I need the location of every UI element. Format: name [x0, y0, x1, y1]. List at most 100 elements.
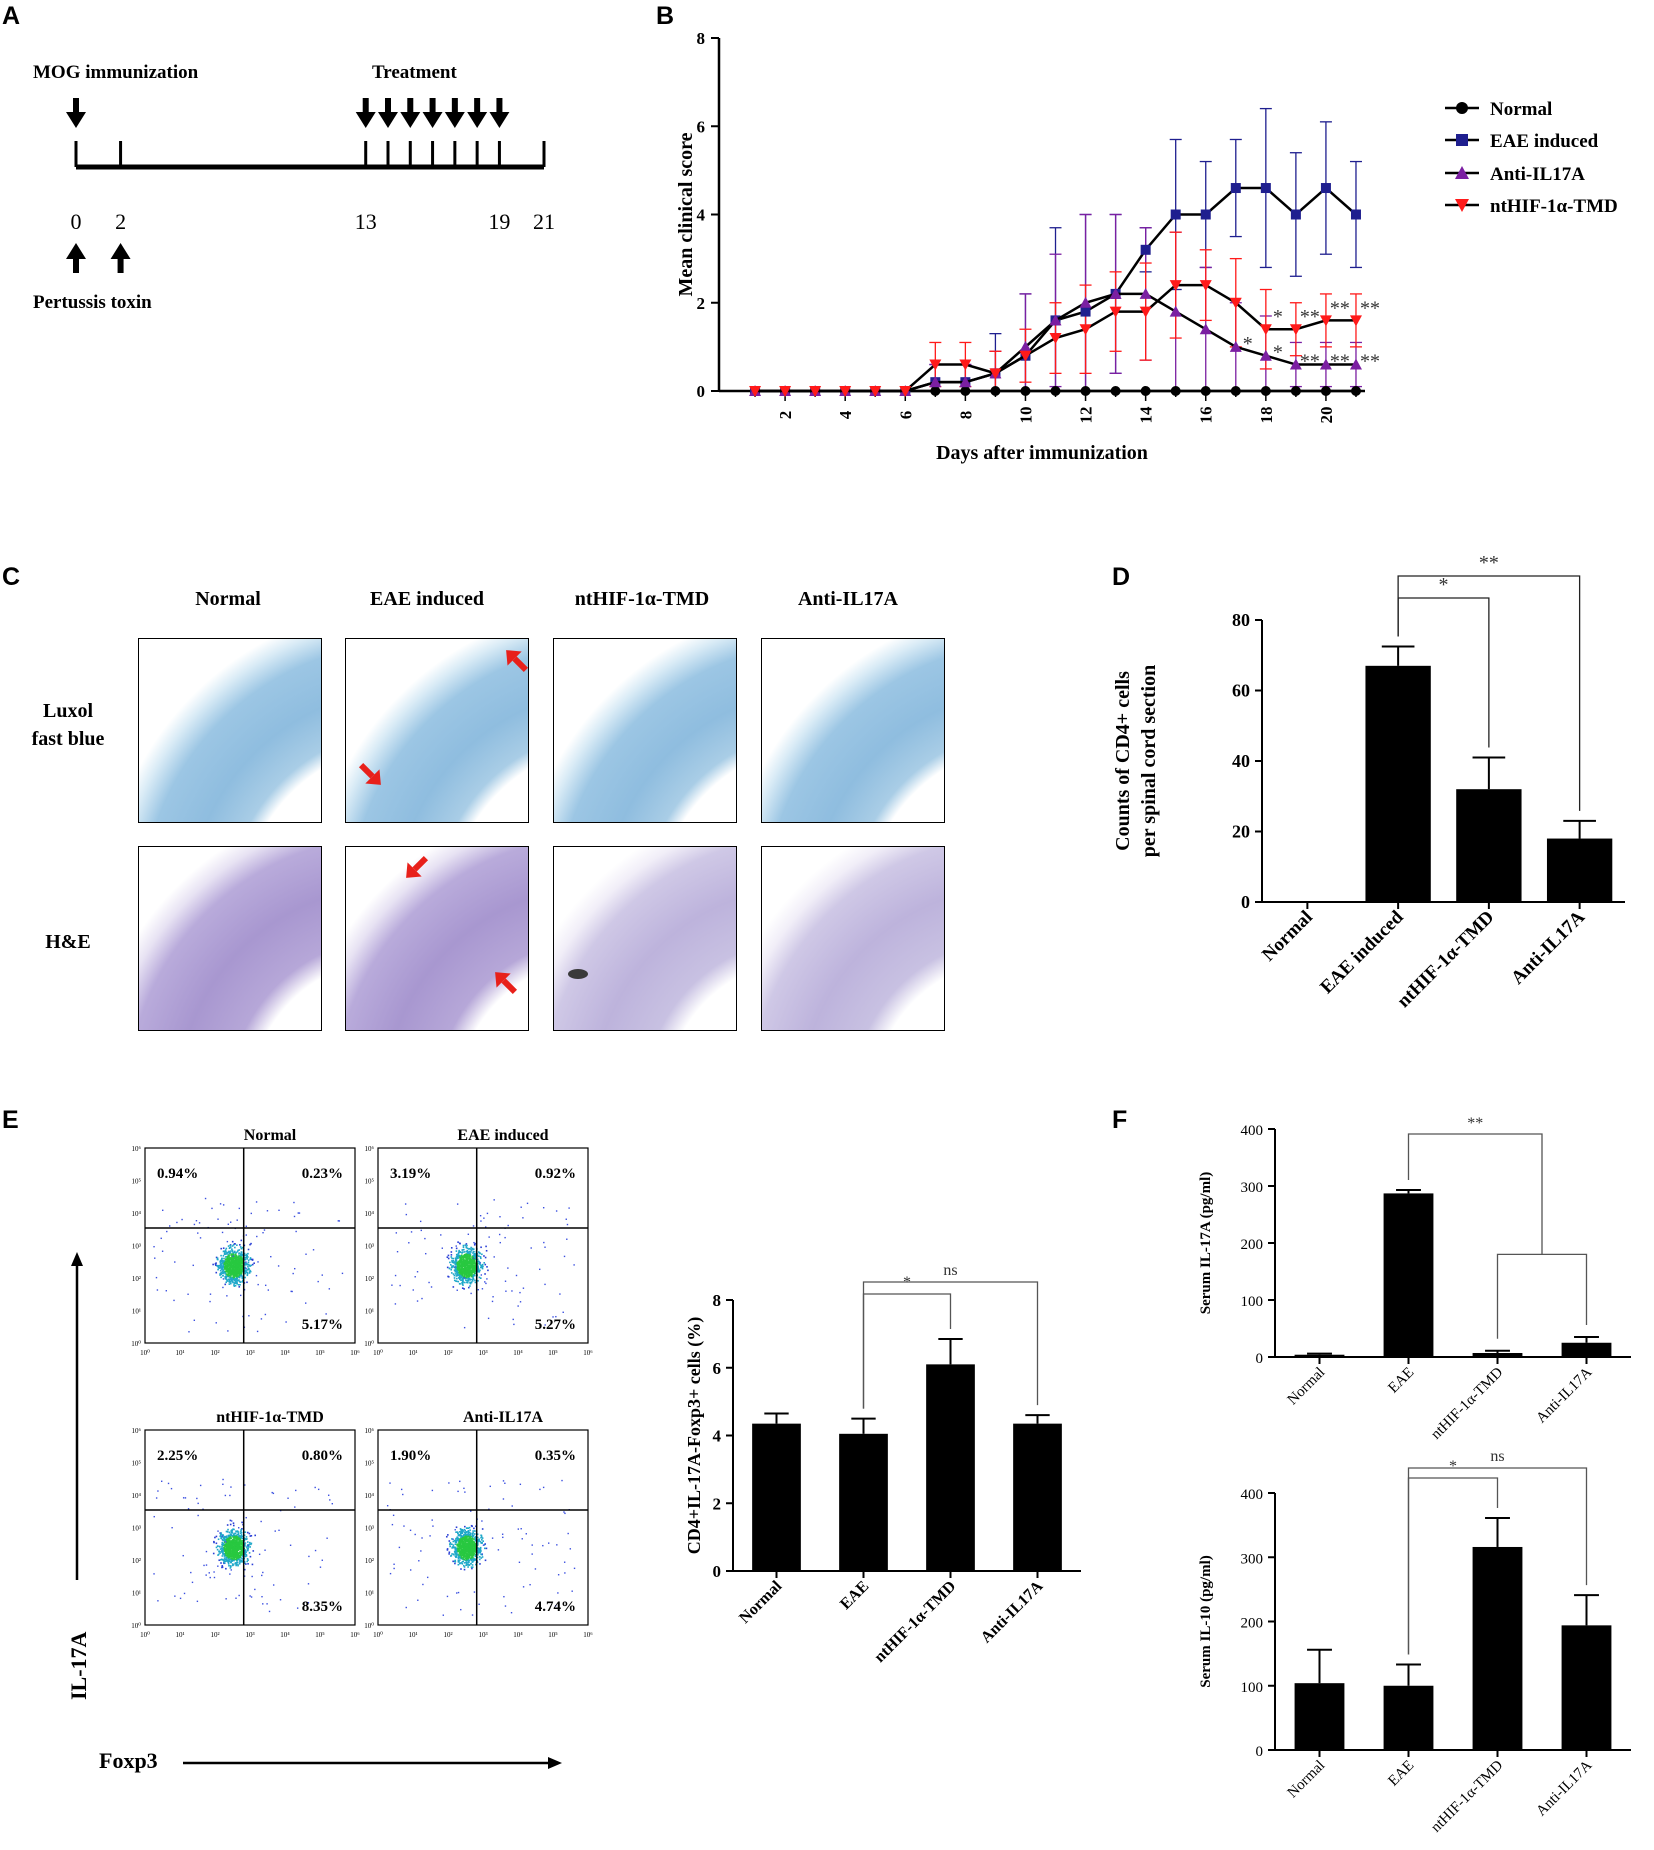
flow-event: [457, 1550, 459, 1553]
flow-event: [239, 1551, 241, 1553]
flow-event: [250, 1543, 252, 1546]
flow-event: [468, 1258, 471, 1260]
flow-event: [244, 1549, 246, 1551]
flow-event: [477, 1280, 479, 1282]
flow-event: [231, 1270, 233, 1273]
histo-he-normal: [138, 846, 322, 1031]
flow-event: [457, 1265, 460, 1268]
flow-event: [264, 1549, 266, 1551]
flow-event: [245, 1536, 248, 1538]
y-tick-label: 100: [1241, 1680, 1264, 1696]
data-point: [1050, 386, 1061, 396]
flow-event: [468, 1247, 471, 1250]
flow-event: [479, 1252, 481, 1255]
flow-event: [463, 1535, 465, 1538]
flow-event: [228, 1264, 230, 1267]
flow-event: [240, 1260, 243, 1262]
flow-event: [225, 1567, 227, 1570]
category-label: EAE: [837, 1578, 872, 1613]
flow-event: [555, 1210, 558, 1212]
flow-event: [474, 1542, 477, 1545]
flow-event: [455, 1537, 457, 1540]
flow-event: [233, 1259, 236, 1262]
flow-event: [220, 1551, 222, 1553]
data-point: [1350, 386, 1361, 396]
flow-event: [466, 1247, 469, 1250]
flow-event: [492, 1296, 494, 1298]
flow-event: [450, 1554, 453, 1557]
flow-event: [239, 1268, 242, 1270]
flow-event: [225, 1262, 227, 1264]
flow-event: [481, 1556, 484, 1558]
data-point: [1289, 324, 1302, 336]
flow-event: [162, 1209, 164, 1212]
flow-event: [225, 1275, 228, 1278]
flow-event: [245, 1256, 248, 1259]
flow-event: [222, 1543, 225, 1546]
flow-event: [232, 1275, 235, 1277]
flow-event: [565, 1218, 567, 1220]
flow-event: [231, 1545, 234, 1547]
flow-event: [229, 1540, 232, 1543]
flow-event: [457, 1538, 459, 1541]
bar: [1365, 665, 1431, 902]
flow-event: [481, 1288, 484, 1290]
flow-event: [457, 1280, 460, 1283]
flow-event: [484, 1281, 486, 1283]
flow-event: [507, 1224, 509, 1227]
flow-event: [223, 1554, 226, 1556]
data-point: [1319, 315, 1332, 327]
flow-event: [238, 1267, 241, 1270]
flow-event: [174, 1261, 176, 1263]
flow-x-tick: 10⁵: [548, 1631, 558, 1639]
flow-event: [292, 1272, 294, 1275]
flow-event: [217, 1530, 219, 1532]
flow-event: [463, 1553, 466, 1556]
flow-event: [453, 1279, 456, 1282]
flow-event: [464, 1263, 466, 1266]
flow-event: [272, 1492, 275, 1495]
flow-event: [224, 1558, 226, 1561]
flow-event: [223, 1260, 226, 1262]
flow-event: [230, 1550, 233, 1552]
data-point: [1259, 349, 1272, 361]
flow-event: [220, 1276, 222, 1279]
flow-y-tick: 10⁵: [132, 1460, 142, 1468]
flow-event: [221, 1565, 224, 1567]
data-point: [1320, 386, 1331, 396]
flow-event: [228, 1251, 230, 1253]
data-point: [989, 368, 1002, 380]
flow-event: [251, 1263, 254, 1266]
flow-event: [220, 1260, 223, 1263]
data-point: [990, 386, 1001, 396]
flow-event: [482, 1265, 484, 1268]
y-axis-label: Serum IL-17A (pg/ml): [1198, 1172, 1214, 1315]
flow-event: [231, 1253, 234, 1256]
flow-event: [216, 1548, 219, 1551]
flow-event: [169, 1225, 171, 1227]
flow-event: [236, 1560, 238, 1562]
flow-event: [471, 1556, 474, 1558]
flow-event: [464, 1559, 467, 1562]
flow-event: [466, 1270, 469, 1273]
flow-event: [236, 1536, 239, 1539]
flow-event: [219, 1263, 222, 1266]
flow-event: [456, 1547, 459, 1549]
flow-event: [245, 1270, 247, 1272]
flow-event: [470, 1265, 472, 1268]
flow-event: [231, 1550, 233, 1553]
flow-event: [238, 1272, 241, 1274]
y-tick-label: 4: [697, 206, 706, 225]
flow-event: [463, 1273, 465, 1275]
flow-event: [305, 1302, 307, 1304]
quadrant-lr: 5.27%: [535, 1317, 576, 1333]
significance-star: **: [1330, 351, 1350, 373]
y-tick-label: 0: [1256, 1351, 1264, 1367]
bar: [1561, 1625, 1612, 1750]
flow-event: [457, 1545, 460, 1548]
arrow-head: [489, 112, 510, 128]
flow-event: [227, 1549, 230, 1552]
flow-event: [472, 1545, 474, 1547]
flow-event: [468, 1265, 470, 1268]
flow-event: [480, 1553, 482, 1556]
